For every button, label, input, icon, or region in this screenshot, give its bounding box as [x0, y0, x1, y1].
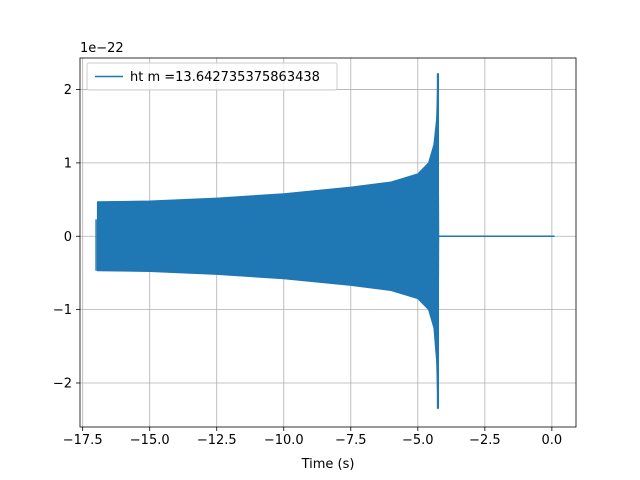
- plot-frame: [79, 57, 577, 428]
- y-tick-label: −2: [53, 376, 72, 391]
- x-tick-label: −2.5: [469, 433, 501, 448]
- legend-entry: ht m =13.642735375863438: [130, 70, 320, 85]
- y-tick-label: 0: [64, 230, 72, 245]
- y-axis: −2 −1 0 1 2: [53, 83, 80, 391]
- x-axis: −17.5 −15.0 −12.5 −10.0 −7.5 −5.0 −2.5 0.0: [63, 427, 562, 448]
- x-tick-label: 0.0: [542, 433, 563, 448]
- legend-box: [86, 62, 338, 91]
- legend: ht m =13.642735375863438: [86, 62, 338, 91]
- x-tick-label: −15.0: [130, 433, 170, 448]
- x-tick-label: −7.5: [335, 433, 367, 448]
- y-tick-label: −1: [53, 303, 72, 318]
- y-offset-label: 1e−22: [80, 41, 124, 56]
- x-axis-label: Time (s): [301, 457, 355, 472]
- x-tick-label: −10.0: [264, 433, 304, 448]
- x-tick-label: −5.0: [402, 433, 434, 448]
- x-tick-label: −12.5: [197, 433, 237, 448]
- x-tick-label: −17.5: [63, 433, 103, 448]
- y-tick-label: 2: [64, 83, 72, 98]
- y-tick-label: 1: [64, 156, 72, 171]
- series-layer: [95, 72, 555, 410]
